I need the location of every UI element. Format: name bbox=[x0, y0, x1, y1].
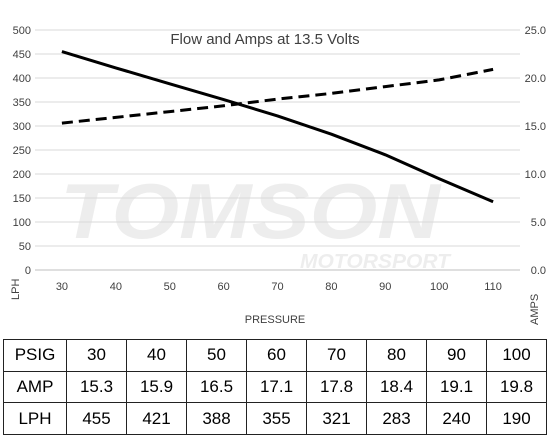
y2-tick-label: 20.0 bbox=[525, 73, 546, 85]
x-tick-label: 60 bbox=[217, 281, 229, 293]
x-tick-label: 40 bbox=[110, 281, 122, 293]
data-table: PSIG 30 40 50 60 70 80 90 100 AMP 15.3 15.9 16.5 17.1… bbox=[3, 339, 547, 435]
watermark-line2: MOTORSPORT bbox=[300, 251, 452, 273]
x-axis-label: PRESSURE bbox=[245, 314, 306, 326]
table-cell: 190 bbox=[486, 402, 547, 435]
y2-tick-label: 25.0 bbox=[525, 25, 546, 37]
y2-axis-label: AMPS bbox=[529, 294, 541, 325]
y-tick-label: 0 bbox=[25, 265, 31, 277]
row-label: AMP bbox=[3, 370, 67, 404]
table-cell: 90 bbox=[426, 339, 487, 372]
watermark-line1: TOMSON bbox=[60, 167, 442, 255]
table-cell: 80 bbox=[366, 339, 427, 372]
table-cell: 15.9 bbox=[126, 370, 187, 404]
y-tick-label: 450 bbox=[13, 49, 31, 61]
x-tick-label: 50 bbox=[164, 281, 176, 293]
y-tick-label: 350 bbox=[13, 97, 31, 109]
table-cell: 421 bbox=[126, 402, 187, 435]
table-cell: 455 bbox=[66, 402, 127, 435]
table-row: LPH 455 421 388 355 321 283 240 190 bbox=[3, 402, 547, 435]
y2-tick-label: 5.0 bbox=[531, 217, 546, 229]
x-tick-label: 110 bbox=[484, 281, 502, 293]
table-row: PSIG 30 40 50 60 70 80 90 100 bbox=[3, 339, 547, 372]
table-cell: 388 bbox=[186, 402, 247, 435]
series-line-1 bbox=[61, 50, 494, 204]
x-tick-label: 80 bbox=[325, 281, 337, 293]
y-tick-label: 150 bbox=[13, 193, 31, 205]
x-tick-label: 30 bbox=[56, 281, 68, 293]
table-cell: 321 bbox=[306, 402, 367, 435]
watermark: TOMSON MOTORSPORT bbox=[60, 167, 452, 273]
table-cell: 100 bbox=[486, 339, 547, 372]
table-cell: 15.3 bbox=[66, 370, 127, 404]
flow-amps-chart: TOMSON MOTORSPORT 0 50 100 150 200 250 300 350 4… bbox=[10, 25, 546, 326]
table-row: AMP 15.3 15.9 16.5 17.1 17.8 18.4 19.1 19.8 bbox=[3, 370, 547, 404]
y-tick-label: 400 bbox=[13, 73, 31, 85]
chart-title: Flow and Amps at 13.5 Volts bbox=[170, 31, 359, 48]
x-tick-label: 90 bbox=[379, 281, 391, 293]
table-cell: 17.1 bbox=[246, 370, 307, 404]
y2-tick-label: 15.0 bbox=[525, 121, 546, 133]
y2-tick-label: 0.0 bbox=[531, 265, 546, 277]
table-cell: 16.5 bbox=[186, 370, 247, 404]
gridlines bbox=[35, 29, 520, 247]
table-cell: 19.8 bbox=[486, 370, 547, 404]
row-label: PSIG bbox=[3, 339, 67, 372]
y-tick-label: 200 bbox=[13, 169, 31, 181]
y-tick-label: 50 bbox=[19, 241, 31, 253]
row-label: LPH bbox=[3, 402, 67, 435]
data-table-body: PSIG 30 40 50 60 70 80 90 100 AMP 15.3 15.9 16.5 17.1… bbox=[3, 339, 547, 435]
table-cell: 19.1 bbox=[426, 370, 487, 404]
table-cell: 240 bbox=[426, 402, 487, 435]
y-tick-label: 100 bbox=[13, 217, 31, 229]
table-cell: 60 bbox=[246, 339, 307, 372]
table-cell: 355 bbox=[246, 402, 307, 435]
table-cell: 18.4 bbox=[366, 370, 427, 404]
table-cell: 50 bbox=[186, 339, 247, 372]
table-cell: 283 bbox=[366, 402, 427, 435]
table-cell: 17.8 bbox=[306, 370, 367, 404]
table-cell: 30 bbox=[66, 339, 127, 372]
axes: 0 50 100 150 200 250 300 350 400 450 500 0.0 5.0 10.0… bbox=[13, 25, 546, 293]
y-axis-label: LPH bbox=[10, 279, 22, 300]
y2-tick-label: 10.0 bbox=[525, 169, 546, 181]
x-tick-label: 70 bbox=[271, 281, 283, 293]
series-lines bbox=[61, 50, 494, 204]
y-tick-label: 300 bbox=[13, 121, 31, 133]
series-line-2 bbox=[61, 67, 494, 125]
table-cell: 40 bbox=[126, 339, 187, 372]
table-cell: 70 bbox=[306, 339, 367, 372]
x-tick-label: 100 bbox=[430, 281, 448, 293]
y-tick-label: 500 bbox=[13, 25, 31, 37]
y-tick-label: 250 bbox=[13, 145, 31, 157]
